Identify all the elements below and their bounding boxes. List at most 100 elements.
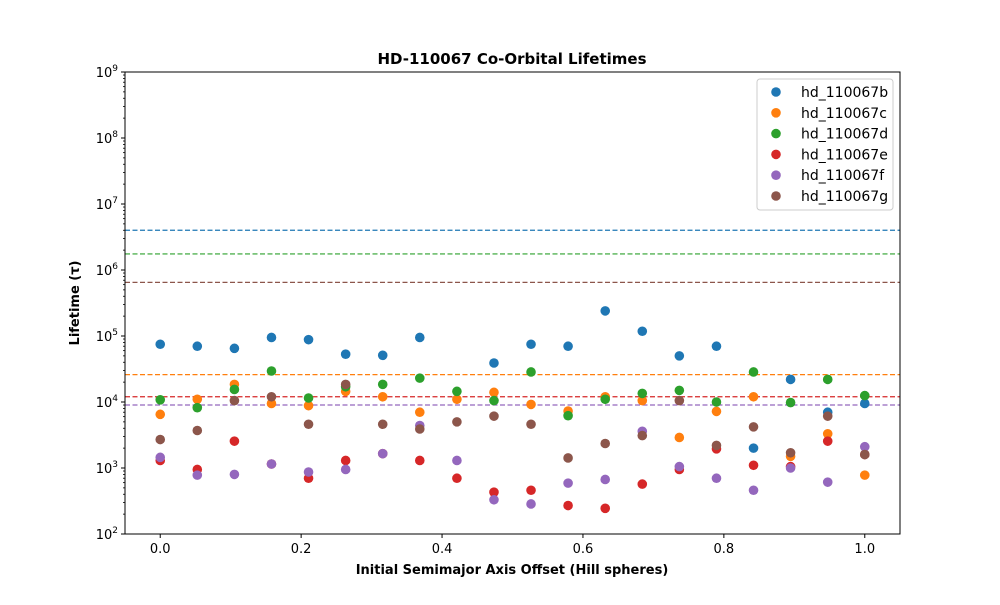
data-point-hd_110067b-19 [859, 398, 870, 409]
reference-lines [125, 229, 900, 406]
data-point-hd_110067c-9 [489, 387, 499, 398]
y-tick-label: 104 [96, 394, 119, 411]
data-point-hd_110067b-3 [266, 332, 277, 343]
data-point-hd_110067d-0 [155, 394, 166, 405]
data-point-hd_110067g-8 [452, 417, 462, 427]
x-tick-label: 1.0 [854, 542, 875, 557]
data-point-hd_110067e-11 [563, 500, 573, 511]
data-point-hd_110067d-19 [859, 390, 870, 401]
legend-label-hd_110067g: hd_110067g [801, 189, 888, 205]
data-point-hd_110067f-8 [452, 455, 462, 466]
plot-area [124, 71, 901, 535]
data-point-hd_110067c-8 [452, 394, 462, 405]
data-point-hd_110067c-13 [637, 395, 648, 406]
data-point-hd_110067d-15 [711, 397, 722, 407]
scatter-points [155, 306, 870, 514]
data-point-hd_110067b-2 [229, 343, 240, 354]
legend-label-hd_110067b: hd_110067b [801, 85, 888, 101]
data-point-hd_110067f-14 [674, 461, 685, 472]
data-point-hd_110067c-14 [674, 432, 685, 443]
data-point-hd_110067c-0 [155, 409, 166, 420]
data-point-hd_110067g-14 [674, 395, 685, 406]
legend-marker-hd_110067b [771, 87, 781, 97]
data-point-hd_110067b-0 [155, 339, 166, 350]
data-point-hd_110067f-17 [785, 463, 796, 473]
data-point-hd_110067f-18 [822, 477, 833, 487]
data-point-hd_110067g-4 [303, 419, 314, 430]
y-tick-label: 106 [96, 262, 119, 279]
data-point-hd_110067b-15 [711, 341, 722, 352]
y-tick-label: 103 [96, 460, 118, 477]
data-point-hd_110067g-2 [229, 395, 240, 406]
legend-marker-hd_110067g [771, 191, 781, 201]
y-tick-label: 108 [96, 130, 119, 147]
data-point-hd_110067g-1 [192, 425, 203, 436]
data-point-hd_110067f-16 [748, 485, 759, 496]
data-point-hd_110067g-18 [822, 411, 833, 421]
data-point-hd_110067f-6 [377, 448, 388, 459]
x-axis-label: Initial Semimajor Axis Offset (Hill sphe… [356, 563, 669, 578]
x-tick-label: 0.6 [573, 542, 594, 557]
data-point-hd_110067b-7 [414, 332, 425, 343]
data-point-hd_110067d-17 [785, 397, 796, 408]
y-axis: 102 103 104 105 106 107 108 109 [96, 64, 125, 543]
legend-marker-hd_110067f [771, 170, 781, 180]
data-point-hd_110067d-3 [266, 366, 277, 376]
data-point-hd_110067g-7 [414, 424, 425, 434]
y-tick-label: 107 [96, 196, 118, 213]
data-point-hd_110067b-5 [340, 349, 351, 359]
data-point-hd_110067b-4 [303, 334, 314, 345]
x-axis: 0.0 0.2 0.4 0.6 0.8 1.0 [150, 534, 875, 557]
legend: hd_110067b hd_110067c hd_110067d hd_110067e… [756, 78, 894, 211]
data-point-hd_110067g-11 [563, 453, 573, 463]
legend-marker-hd_110067e [771, 149, 781, 160]
data-point-hd_110067c-19 [859, 470, 870, 480]
data-point-hd_110067g-5 [340, 379, 351, 390]
data-point-hd_110067b-6 [377, 350, 388, 361]
data-point-hd_110067g-17 [785, 447, 796, 458]
data-point-hd_110067g-6 [377, 419, 388, 430]
data-point-hd_110067b-9 [489, 358, 499, 368]
data-point-hd_110067f-5 [340, 464, 351, 475]
data-point-hd_110067c-16 [748, 391, 759, 402]
data-point-hd_110067g-16 [748, 422, 759, 432]
data-point-hd_110067e-18 [822, 436, 833, 446]
y-tick-label: 105 [96, 328, 118, 345]
data-point-hd_110067e-5 [340, 455, 351, 466]
data-point-hd_110067d-8 [452, 386, 462, 397]
data-point-hd_110067g-9 [489, 411, 499, 421]
data-point-hd_110067e-10 [526, 485, 536, 496]
data-point-hd_110067f-2 [229, 469, 240, 480]
data-point-hd_110067b-14 [674, 351, 685, 361]
data-point-hd_110067b-11 [563, 341, 573, 352]
data-point-hd_110067c-10 [526, 399, 536, 410]
data-point-hd_110067b-16 [748, 443, 759, 453]
x-tick-label: 0.8 [714, 542, 735, 557]
plot-frame [124, 71, 901, 535]
data-point-hd_110067f-19 [859, 441, 870, 452]
data-point-hd_110067g-3 [266, 391, 277, 402]
x-tick-label: 0.4 [432, 542, 453, 557]
data-point-hd_110067c-1 [192, 394, 203, 405]
data-point-hd_110067f-10 [526, 499, 536, 509]
legend-label-hd_110067e: hd_110067e [801, 147, 888, 163]
data-point-hd_110067d-9 [489, 395, 499, 406]
data-point-hd_110067d-11 [563, 410, 573, 421]
x-tick-label: 0.2 [291, 542, 312, 557]
data-point-hd_110067f-12 [600, 474, 611, 485]
legend-marker-hd_110067c [771, 108, 781, 118]
data-point-hd_110067e-13 [637, 479, 648, 489]
data-point-hd_110067c-3 [266, 398, 277, 409]
legend-marker-hd_110067d [771, 128, 781, 139]
data-point-hd_110067g-12 [600, 438, 611, 449]
data-point-hd_110067d-10 [526, 367, 536, 377]
data-point-hd_110067c-15 [711, 406, 722, 417]
data-point-hd_110067f-15 [711, 473, 722, 484]
y-tick-label: 102 [96, 526, 118, 543]
data-point-hd_110067e-9 [489, 487, 499, 497]
legend-label-hd_110067f: hd_110067f [801, 168, 885, 184]
data-point-hd_110067d-6 [377, 379, 388, 390]
data-point-hd_110067g-10 [526, 419, 536, 430]
data-point-hd_110067f-4 [303, 467, 314, 477]
legend-label-hd_110067c: hd_110067c [801, 106, 887, 122]
